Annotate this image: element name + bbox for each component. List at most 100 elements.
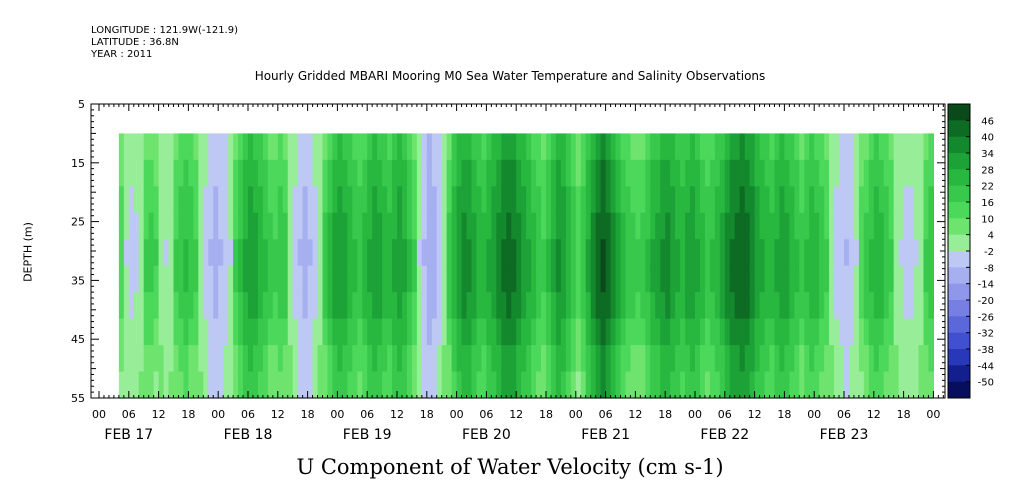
heatmap-cell: [208, 186, 214, 214]
heatmap-cell: [277, 186, 284, 214]
heatmap-cell: [178, 212, 185, 240]
heatmap-cell: [804, 318, 810, 346]
heatmap-cell: [158, 345, 165, 373]
heatmap-cell: [640, 292, 646, 320]
heatmap-cell: [287, 318, 294, 346]
heatmap-cell: [322, 239, 329, 267]
heatmap-cell: [441, 318, 448, 346]
heatmap-cell: [228, 265, 234, 293]
heatmap-cell: [292, 159, 299, 187]
heatmap-cell: [724, 265, 731, 293]
heatmap-cell: [546, 318, 552, 346]
heatmap-cell: [367, 318, 373, 346]
heatmap-cell: [516, 318, 522, 346]
heatmap-cell: [287, 212, 294, 240]
heatmap-cell: [734, 371, 741, 399]
heatmap-cell: [372, 239, 378, 267]
heatmap-cell: [709, 345, 716, 373]
heatmap-cell: [913, 159, 920, 187]
heatmap-cell: [118, 265, 125, 293]
heatmap-cell: [541, 371, 547, 399]
heatmap-cell: [252, 239, 259, 267]
heatmap-cell: [550, 212, 557, 240]
heatmap-cell: [734, 186, 741, 214]
heatmap-cell: [213, 292, 219, 320]
heatmap-cell: [392, 318, 398, 346]
heatmap-cell: [923, 371, 930, 399]
heatmap-cell: [754, 239, 761, 267]
heatmap-cell: [431, 212, 438, 240]
heatmap-cell: [486, 186, 492, 214]
heatmap-cell: [685, 371, 691, 399]
heatmap-cell: [814, 292, 820, 320]
heatmap-cell: [471, 186, 478, 214]
heatmap-cell: [824, 159, 830, 187]
heatmap-cell: [213, 133, 219, 161]
heatmap-cell: [729, 345, 736, 373]
heatmap-cell: [401, 159, 408, 187]
heatmap-cell: [516, 371, 522, 399]
x-tick-label: 12: [628, 408, 642, 421]
x-day-label: FEB 19: [343, 427, 392, 443]
heatmap-cell: [923, 265, 930, 293]
heatmap-cell: [466, 292, 473, 320]
x-tick-label: 18: [301, 408, 315, 421]
heatmap-cell: [128, 159, 135, 187]
heatmap-cell: [332, 318, 338, 346]
heatmap-cell: [297, 133, 304, 161]
heatmap-cell: [332, 371, 338, 399]
heatmap-cell: [257, 345, 264, 373]
heatmap-cell: [357, 265, 363, 293]
heatmap-cell: [635, 265, 641, 293]
heatmap-cell: [168, 292, 175, 320]
heatmap-cell: [868, 371, 875, 399]
heatmap-cell: [337, 239, 343, 267]
heatmap-cell: [163, 133, 170, 161]
heatmap-cell: [665, 265, 671, 293]
colorbar-swatch: [948, 202, 970, 219]
heatmap-cell: [550, 159, 557, 187]
heatmap-cell: [486, 159, 492, 187]
heatmap-cell: [690, 186, 696, 214]
heatmap-cell: [580, 292, 587, 320]
heatmap-cell: [918, 133, 925, 161]
heatmap-cell: [411, 265, 418, 293]
heatmap-cell: [799, 345, 805, 373]
heatmap-cell: [416, 318, 423, 346]
heatmap-cell: [317, 265, 324, 293]
heatmap-cell: [878, 212, 885, 240]
heatmap-cell: [277, 318, 284, 346]
heatmap-cell: [774, 318, 781, 346]
heatmap-cell: [262, 371, 269, 399]
heatmap-cell: [660, 345, 666, 373]
colorbar-swatch: [948, 120, 970, 138]
heatmap-cell: [511, 371, 517, 399]
heatmap-cell: [829, 292, 835, 320]
heatmap-cell: [178, 133, 185, 161]
heatmap-cell: [774, 159, 781, 187]
heatmap-cell: [824, 318, 830, 346]
heatmap-cell: [819, 371, 825, 399]
heatmap-cell: [223, 159, 229, 187]
heatmap-cell: [322, 159, 329, 187]
heatmap-cell: [143, 345, 150, 373]
heatmap-cell: [456, 371, 463, 399]
heatmap-cell: [928, 212, 934, 240]
heatmap-cell: [560, 292, 567, 320]
heatmap-cell: [173, 345, 180, 373]
heatmap-cell: [506, 239, 512, 267]
heatmap-cell: [898, 318, 905, 346]
heatmap-cell: [779, 212, 785, 240]
heatmap-cell: [272, 133, 279, 161]
heatmap-cell: [521, 159, 527, 187]
heatmap-cell: [719, 371, 726, 399]
heatmap-cell: [143, 371, 150, 399]
heatmap-cell: [749, 318, 756, 346]
heatmap-cell: [789, 212, 795, 240]
heatmap-cell: [243, 159, 249, 187]
heatmap-cell: [143, 239, 150, 267]
heatmap-cell: [327, 265, 334, 293]
heatmap-cell: [342, 239, 348, 267]
heatmap-cell: [431, 371, 438, 399]
heatmap-cell: [754, 186, 761, 214]
